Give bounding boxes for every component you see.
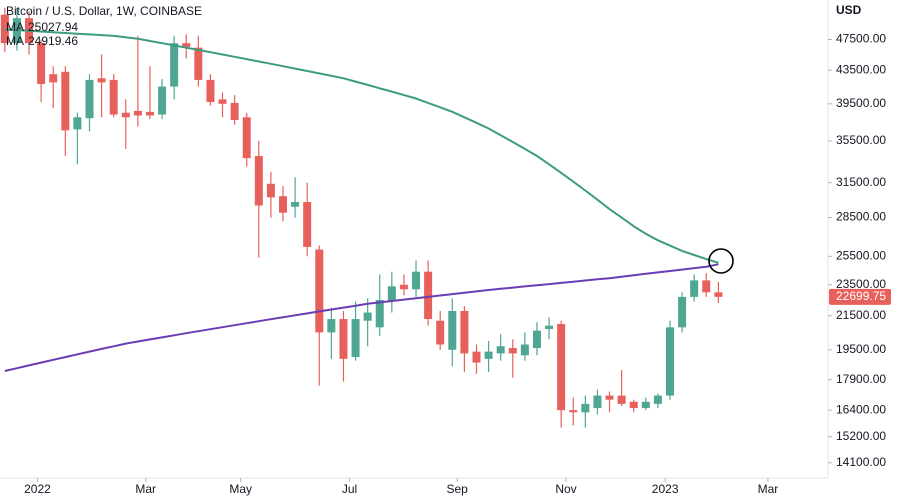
candle-body	[158, 86, 167, 115]
y-tick-label: 39500.00	[836, 96, 886, 110]
candle-body	[690, 280, 699, 297]
candle-body	[581, 403, 590, 413]
y-tick-label: 47500.00	[836, 32, 886, 46]
y-tick-label: 35500.00	[836, 133, 886, 147]
y-tick-label: 23500.00	[836, 277, 886, 291]
x-tick-label: Jul	[342, 482, 357, 496]
candle-body	[641, 401, 650, 409]
candle-body	[218, 99, 227, 104]
candle-body	[545, 325, 554, 330]
candle-body	[194, 47, 203, 80]
chart-title: Bitcoin / U.S. Dollar, 1W, COINBASE	[6, 4, 202, 18]
legend-name: MA	[6, 34, 24, 48]
candle-body	[315, 249, 324, 333]
candle-body	[605, 395, 614, 400]
candle-body	[254, 156, 263, 206]
x-tick-label: Nov	[555, 482, 576, 496]
candle-body	[170, 43, 179, 87]
candle-body	[121, 112, 130, 118]
candle-body	[508, 348, 517, 354]
candle-body	[424, 271, 433, 320]
candle-body	[678, 296, 687, 328]
candle-body	[387, 286, 396, 302]
candle-body	[37, 43, 46, 85]
y-tick-label: 19500.00	[836, 342, 886, 356]
y-tick-label: 43500.00	[836, 62, 886, 76]
candle-body	[436, 320, 445, 345]
candle-body	[351, 319, 360, 358]
x-tick-label: Mar	[135, 482, 156, 496]
x-tick-label: May	[229, 482, 252, 496]
candle-body	[291, 202, 300, 207]
legend-value: 24919.46	[28, 34, 78, 48]
ma-line	[4, 263, 719, 372]
plot-area	[0, 7, 723, 428]
last-price-label: 22699.75	[836, 289, 886, 303]
candle-body	[569, 410, 578, 413]
x-tick-label: 2022	[24, 482, 51, 496]
candle-body	[242, 117, 251, 159]
candle-body	[665, 327, 674, 396]
y-axis-unit: USD	[836, 3, 862, 17]
y-tick-label: 15200.00	[836, 429, 886, 443]
y-tick-label: 25500.00	[836, 248, 886, 262]
x-tick-label: 2023	[652, 482, 679, 496]
candle-body	[145, 111, 154, 116]
candle-body	[484, 351, 493, 359]
candle-body	[230, 102, 239, 121]
candle-body	[520, 344, 529, 356]
candle-body	[472, 351, 481, 363]
candle-body	[266, 183, 275, 198]
candle-body	[617, 395, 626, 404]
last-price-box	[829, 288, 891, 305]
x-tick-label: Sep	[446, 482, 468, 496]
x-tick-label: Mar	[758, 482, 779, 496]
candle-body	[61, 71, 70, 131]
candle-body	[714, 292, 723, 297]
y-tick-label: 28500.00	[836, 210, 886, 224]
y-tick-label: 21500.00	[836, 308, 886, 322]
y-tick-label: 17900.00	[836, 372, 886, 386]
candle-body	[375, 299, 384, 328]
candle-body	[109, 79, 118, 115]
candle-body	[206, 79, 215, 103]
highlight-circle	[708, 248, 734, 274]
candle-body	[278, 196, 287, 213]
candle-body	[133, 110, 142, 116]
candle-body	[629, 401, 638, 409]
candle-body	[97, 78, 106, 83]
candle-body	[448, 310, 457, 350]
candle-body	[593, 395, 602, 409]
candle-body	[49, 74, 58, 83]
candle-body	[702, 280, 711, 293]
candle-body	[532, 330, 541, 349]
candle-body	[182, 43, 191, 47]
y-tick-label: 16400.00	[836, 402, 886, 416]
candle-body	[412, 271, 421, 290]
y-tick-label: 14100.00	[836, 455, 886, 469]
ma-line	[4, 28, 719, 264]
candle-body	[557, 323, 566, 411]
candle-body	[653, 395, 662, 404]
legend-name: MA	[6, 20, 24, 34]
candle-body	[85, 79, 94, 119]
candle-body	[460, 310, 469, 354]
candle-body	[327, 319, 336, 333]
candle-body	[339, 319, 348, 359]
candle-body	[363, 312, 372, 321]
candle-body	[496, 346, 505, 354]
y-tick-label: 31500.00	[836, 175, 886, 189]
candle-body	[73, 117, 82, 130]
legend-value: 25027.94	[28, 20, 78, 34]
candle-body	[399, 284, 408, 290]
candle-body	[303, 202, 312, 247]
